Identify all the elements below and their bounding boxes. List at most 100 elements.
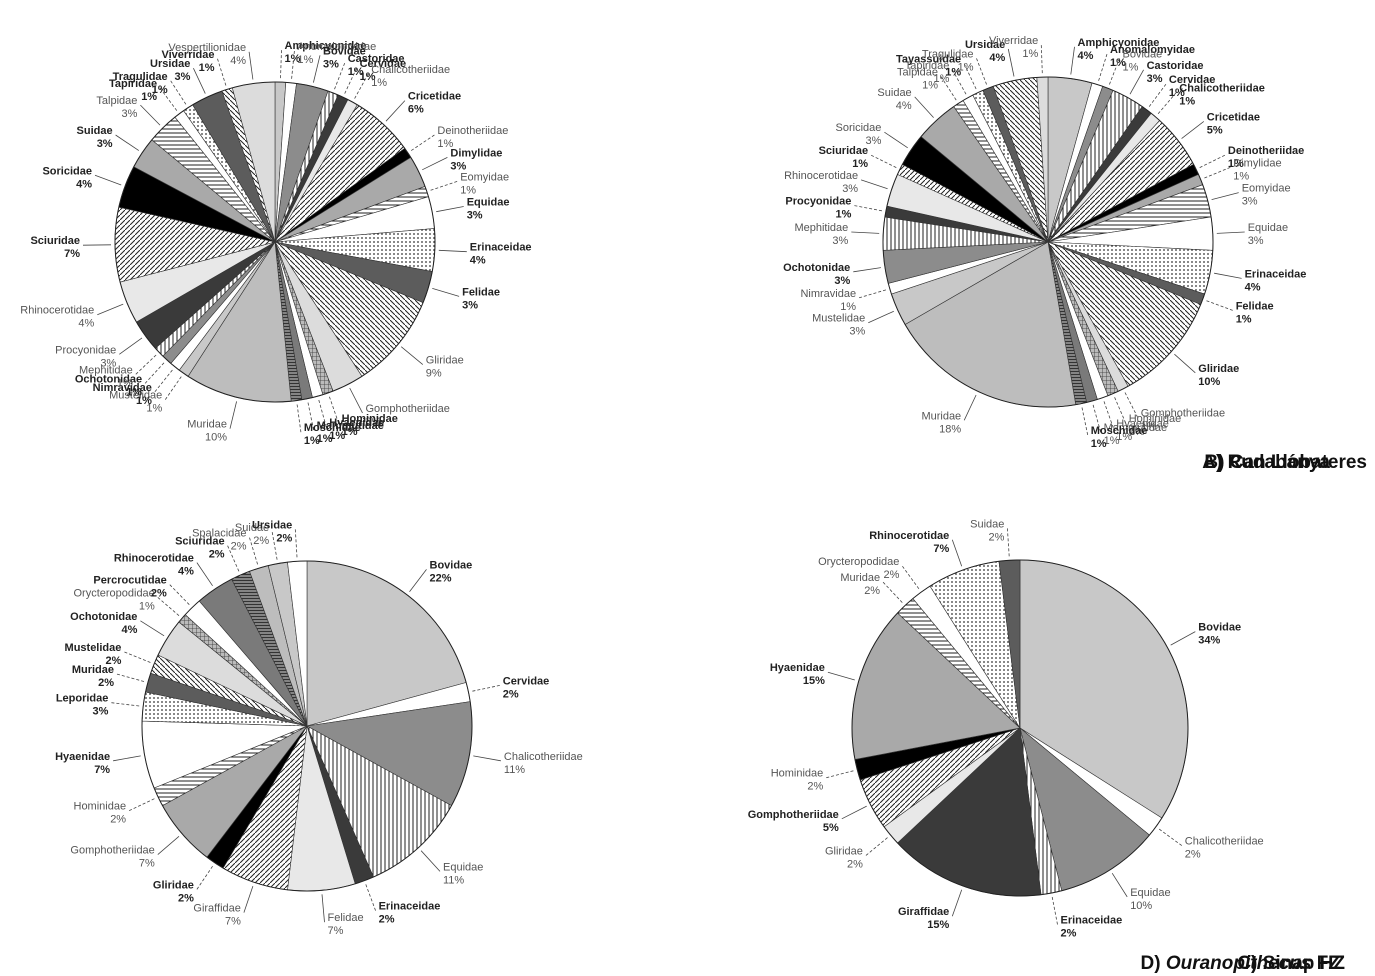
slice-value-dimylidae: 3% bbox=[450, 160, 466, 172]
slice-value-hominidae: 2% bbox=[807, 781, 823, 793]
pie-outline bbox=[882, 76, 1214, 408]
slice-label-suidae: Suidae bbox=[877, 87, 911, 99]
slice-value-hyaenidae: 1% bbox=[1116, 431, 1132, 443]
slice-label-moschidae: Moschidae bbox=[304, 422, 361, 434]
slice-value-gomphotheriidae: 7% bbox=[139, 858, 155, 870]
slice-label-bovidae: Bovidae bbox=[1123, 48, 1163, 60]
slice-label-erinaceidae: Erinaceidae bbox=[1245, 268, 1307, 280]
slice-value-hyaenidae: 1% bbox=[329, 430, 345, 442]
leader-line-cricetidae bbox=[385, 100, 406, 122]
slice-label-ursidae: Ursidae bbox=[252, 519, 292, 531]
slice-value-anomalomyidae: 1% bbox=[297, 54, 313, 66]
slice-label-anomalomyidae: Anomalomyidae bbox=[1110, 44, 1195, 56]
slice-label-chalicotheriidae: Chalicotheriidae bbox=[504, 751, 583, 763]
slice-value-vespertilionidae: 4% bbox=[230, 55, 246, 67]
leader-line-hyaenidae bbox=[113, 755, 141, 762]
slice-value-suidae: 2% bbox=[988, 531, 1004, 543]
slice-value-cervidae: 2% bbox=[503, 688, 519, 700]
slice-label-muridae: Muridae bbox=[187, 419, 227, 431]
slice-label-rhinocerotidae: Rhinocerotidae bbox=[869, 530, 949, 542]
slice-value-bovidae: 22% bbox=[430, 572, 452, 584]
slice-value-erinaceidae: 4% bbox=[470, 255, 486, 267]
slice-label-hominidae: Hominidae bbox=[771, 768, 824, 780]
slice-label-hyaenidae: Hyaenidae bbox=[1116, 418, 1169, 430]
leader-line-amphicyonidae bbox=[1070, 46, 1075, 75]
slice-value-ochotonidae: 1% bbox=[126, 386, 142, 398]
leader-line-ochotonidae bbox=[140, 620, 165, 637]
slice-label-gliridae: Gliridae bbox=[825, 846, 863, 858]
slice-value-ursidae: 2% bbox=[276, 532, 292, 544]
slice-label-muridae: Muridae bbox=[72, 664, 114, 676]
slice-label-talpidae: Talpidae bbox=[96, 95, 137, 107]
leader-line-muridae bbox=[963, 394, 977, 421]
leader-line-suidae bbox=[115, 134, 140, 151]
leader-line-mephitidae bbox=[851, 231, 880, 234]
slice-label-mustelidae: Mustelidae bbox=[65, 642, 122, 654]
pie-labels: Bovidae34%Chalicotheriidae2%Equidae10%Er… bbox=[748, 518, 1264, 939]
slice-label-rhinocerotidae: Rhinocerotidae bbox=[114, 553, 194, 565]
slice-value-amphicyonidae: 4% bbox=[1078, 50, 1094, 62]
leader-line-amphicyonidae bbox=[280, 50, 282, 79]
leader-line-ochotonidae bbox=[144, 362, 165, 384]
slice-label-gomphotheriidae: Gomphotheriidae bbox=[70, 845, 154, 857]
slice-label-castoridae: Castoridae bbox=[348, 53, 405, 65]
slice-label-ochotonidae: Ochotonidae bbox=[783, 262, 850, 274]
leader-line-mustelidae bbox=[124, 651, 151, 663]
leader-line-hominidae bbox=[128, 798, 155, 812]
slice-value-mephitidae: 1% bbox=[117, 377, 133, 389]
leader-line-felidae bbox=[321, 894, 325, 923]
slice-label-mammutidae: Mammutidae bbox=[1104, 422, 1168, 434]
pie-outline bbox=[141, 560, 473, 892]
slice-label-suidae: Suidae bbox=[235, 522, 269, 534]
slice-label-ochotonidae: Ochotonidae bbox=[75, 373, 142, 385]
leader-line-castoridae bbox=[1129, 69, 1144, 95]
leader-line-equidae bbox=[436, 206, 464, 213]
leader-line-gomphotheriidae bbox=[841, 805, 867, 820]
slice-value-chalicotheriidae: 1% bbox=[371, 77, 387, 89]
slice-label-cervidae: Cervidae bbox=[360, 58, 406, 70]
pie-slices bbox=[851, 559, 1189, 897]
slice-value-tragulidae: 1% bbox=[958, 61, 974, 73]
slice-value-rhinocerotidae: 7% bbox=[933, 543, 949, 555]
slice-value-soricidae: 3% bbox=[865, 135, 881, 147]
slice-value-talpidae: 1% bbox=[922, 80, 938, 92]
pie-labels: Bovidae22%Cervidae2%Chalicotheriidae11%E… bbox=[55, 519, 583, 937]
leader-line-hominidae bbox=[826, 770, 854, 779]
slice-value-castoridae: 1% bbox=[348, 66, 364, 78]
slice-label-amphicyonidae: Amphicyonidae bbox=[1078, 37, 1160, 49]
slice-label-leporidae: Leporidae bbox=[56, 693, 109, 705]
caption-sinap-hz: C) Sinap HZ bbox=[1237, 953, 1345, 974]
leader-line-moschidae bbox=[296, 404, 302, 433]
slice-label-tayassuidae: Tayassuidae bbox=[896, 54, 961, 66]
leader-line-procyonidae bbox=[854, 205, 882, 212]
leader-line-giraffidae bbox=[243, 885, 254, 913]
slice-value-tapiridae: 1% bbox=[141, 91, 157, 103]
slice-label-sciuridae: Sciuridae bbox=[819, 145, 869, 157]
slice-label-rhinocerotidae: Rhinocerotidae bbox=[20, 305, 94, 317]
leader-line-bovidae bbox=[313, 55, 321, 83]
slice-label-gomphotheriidae: Gomphotheriidae bbox=[366, 403, 450, 415]
slice-label-tapiridae: Tapiridae bbox=[905, 60, 950, 72]
leader-line-dimylidae bbox=[1204, 167, 1231, 179]
slice-value-sciuridae: 2% bbox=[209, 549, 225, 561]
slice-value-hominidae: 1% bbox=[342, 426, 358, 438]
slice-label-equidae: Equidae bbox=[443, 861, 483, 873]
slice-value-viverridae: 1% bbox=[199, 62, 215, 74]
leader-line-mustelidae bbox=[868, 310, 894, 324]
slice-value-cricetidae: 5% bbox=[1207, 124, 1223, 136]
slice-label-rhinocerotidae: Rhinocerotidae bbox=[784, 170, 858, 182]
slice-label-tragulidae: Tragulidae bbox=[922, 48, 974, 60]
slice-value-talpidae: 3% bbox=[121, 108, 137, 120]
leader-line-nimravidae bbox=[154, 369, 173, 393]
slice-label-castoridae: Castoridae bbox=[1147, 60, 1204, 72]
leader-line-procyonidae bbox=[119, 337, 143, 355]
slice-value-percrocutidae: 2% bbox=[151, 588, 167, 600]
slice-label-cervidae: Cervidae bbox=[503, 675, 549, 687]
slice-value-chalicotheriidae: 1% bbox=[1179, 96, 1195, 108]
slice-value-bovidae: 1% bbox=[1123, 61, 1139, 73]
leader-line-felidae bbox=[1206, 300, 1233, 311]
slice-label-orycteropodidae: Orycteropodidae bbox=[73, 587, 154, 599]
slice-label-nimravidae: Nimravidae bbox=[93, 382, 152, 394]
slice-label-suidae: Suidae bbox=[970, 518, 1004, 530]
